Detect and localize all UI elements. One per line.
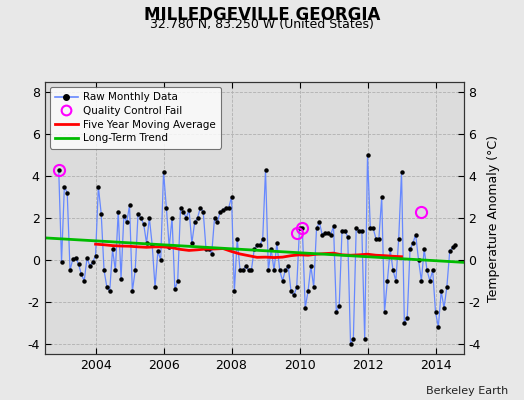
Legend: Raw Monthly Data, Quality Control Fail, Five Year Moving Average, Long-Term Tren: Raw Monthly Data, Quality Control Fail, … [50,87,221,148]
Text: 32.780 N, 83.250 W (United States): 32.780 N, 83.250 W (United States) [150,18,374,31]
Y-axis label: Temperature Anomaly (°C): Temperature Anomaly (°C) [486,134,499,302]
Text: Berkeley Earth: Berkeley Earth [426,386,508,396]
Text: MILLEDGEVILLE GEORGIA: MILLEDGEVILLE GEORGIA [144,6,380,24]
